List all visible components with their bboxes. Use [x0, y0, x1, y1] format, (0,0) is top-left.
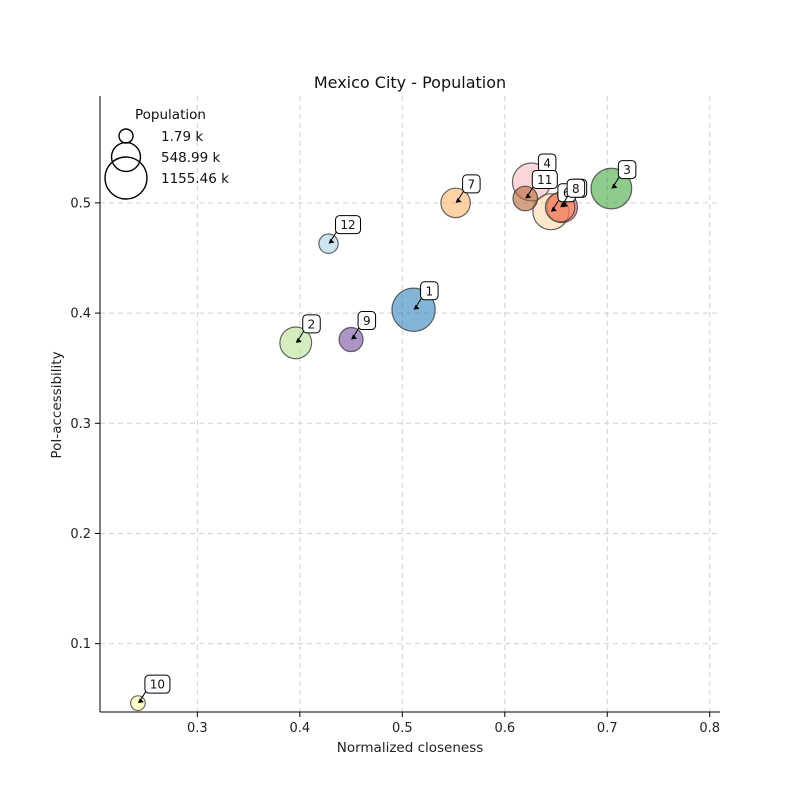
annotation-box: [617, 160, 637, 180]
legend-size-marker: [118, 128, 134, 144]
annotation-arrowhead: [611, 183, 618, 189]
x-tick-label: 0.4: [289, 721, 310, 736]
annotation-label: 1: [426, 284, 434, 298]
annotation-label: 8: [572, 182, 580, 196]
annotation-label: 11: [537, 173, 552, 187]
legend-entry-label: 1.79 k: [161, 129, 203, 145]
annotation-arrowhead: [455, 197, 462, 203]
y-tick-label: 0.1: [70, 637, 91, 652]
annotation-box: [462, 174, 481, 194]
annotation-arrowhead: [525, 193, 532, 199]
data-point-12: [318, 233, 339, 254]
annotation-label: 12: [340, 218, 355, 232]
legend-entry-label: 1155.46 k: [161, 171, 229, 187]
annotation-9: 9: [351, 311, 377, 340]
annotation-arrowhead: [351, 334, 358, 340]
y-tick-label: 0.5: [70, 196, 91, 211]
chart-title: Mexico City - Population: [314, 73, 506, 92]
annotation-arrowhead: [560, 202, 567, 208]
annotation-arrowhead: [413, 304, 420, 310]
data-point-10: [129, 695, 146, 712]
annotation-box: [144, 674, 171, 694]
point-annotations: 456811371212910: [137, 153, 637, 704]
legend-title: Population: [135, 107, 206, 123]
annotation-11: 11: [525, 169, 558, 199]
legend-size-marker: [104, 156, 148, 200]
annotation-label: 3: [623, 163, 631, 177]
annotation-2: 2: [295, 314, 321, 343]
annotation-8: 8: [560, 178, 586, 208]
annotation-arrowhead: [137, 698, 144, 704]
annotation-arrowhead: [295, 337, 302, 343]
annotation-box: [335, 215, 362, 235]
annotation-label: 2: [308, 317, 316, 331]
x-tick-label: 0.3: [187, 721, 208, 736]
legend-size-marker: [110, 141, 142, 173]
x-tick-label: 0.5: [392, 721, 413, 736]
annotation-box: [357, 311, 377, 331]
ticks: 0.3 0.4 0.5 0.6 0.7 0.8 0.1 0.2 0.3 0.4 0.5: [70, 196, 720, 736]
grid: [100, 96, 720, 712]
legend: Population 1.79 k 548.99 k 1155.46 k: [104, 107, 229, 200]
annotation-3: 3: [611, 160, 637, 189]
annotation-box: [531, 169, 558, 189]
y-tick-label: 0.2: [70, 527, 91, 542]
annotation-label: 7: [468, 177, 476, 191]
annotation-box: [566, 178, 586, 198]
annotation-12: 12: [328, 215, 362, 244]
data-points: [129, 162, 633, 712]
x-tick-label: 0.6: [494, 721, 515, 736]
legend-entry-label: 548.99 k: [161, 150, 221, 166]
annotation-1: 1: [413, 281, 439, 310]
annotation-box: [302, 314, 321, 334]
y-tick-label: 0.4: [70, 307, 91, 322]
annotation-box: [420, 281, 439, 301]
axes: [99, 96, 720, 713]
annotation-10: 10: [137, 674, 171, 704]
annotation-label: 10: [150, 678, 165, 692]
annotation-label: 9: [363, 314, 371, 328]
annotation-arrowhead: [328, 238, 335, 244]
annotation-7: 7: [455, 174, 481, 203]
x-tick-label: 0.8: [699, 721, 720, 736]
annotation-arrowhead: [550, 206, 557, 212]
y-axis-title: PoI-accessibility: [49, 351, 65, 458]
x-tick-label: 0.7: [597, 721, 618, 736]
y-tick-label: 0.3: [70, 417, 91, 432]
annotation-label: 4: [543, 156, 551, 170]
x-axis-title: Normalized closeness: [337, 740, 484, 756]
